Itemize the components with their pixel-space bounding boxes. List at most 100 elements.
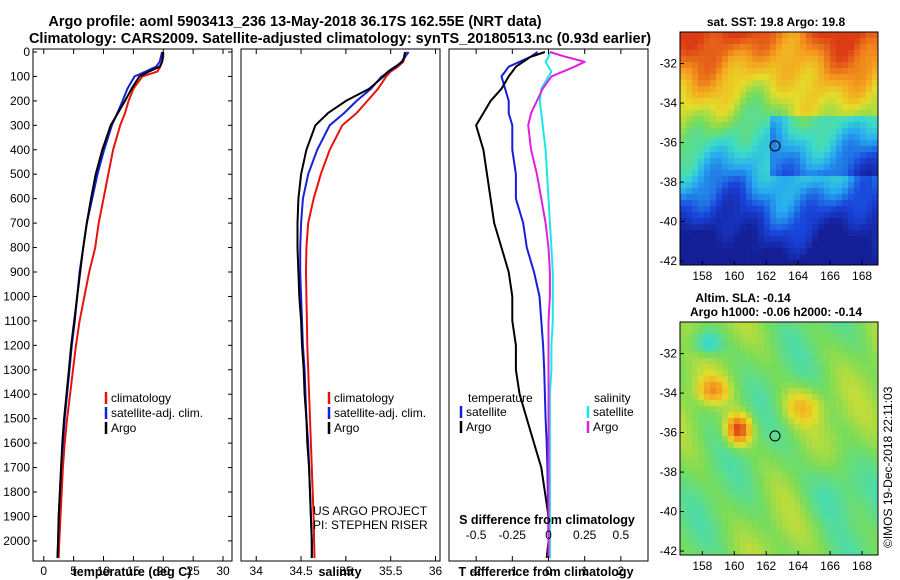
map-cell xyxy=(794,44,801,51)
sla-map-frame xyxy=(679,321,879,556)
map-cell xyxy=(800,418,807,425)
map-cell xyxy=(800,322,807,329)
map-cell xyxy=(752,68,759,75)
map-cell xyxy=(752,370,759,377)
map-cell xyxy=(866,152,873,159)
map-cell xyxy=(818,254,825,261)
map-cell xyxy=(710,260,717,265)
map-cell xyxy=(734,448,741,455)
map-cell xyxy=(752,254,759,261)
map-cell xyxy=(704,122,711,129)
map-cell xyxy=(686,176,693,183)
map-cell xyxy=(812,484,819,491)
map-cell xyxy=(812,86,819,93)
map-cell xyxy=(716,260,723,265)
map-cell xyxy=(722,44,729,51)
map-cell xyxy=(728,260,735,265)
map-cell xyxy=(680,460,687,467)
map-cell xyxy=(680,364,687,371)
map-cell xyxy=(722,104,729,111)
map-cell xyxy=(746,388,753,395)
map-cell xyxy=(854,436,861,443)
map-cell xyxy=(800,200,807,207)
map-cell xyxy=(848,382,855,389)
map-cell xyxy=(836,490,843,497)
map-cell xyxy=(734,484,741,491)
map-cell xyxy=(710,146,717,153)
map-cell xyxy=(758,260,765,265)
map-cell xyxy=(722,430,729,437)
difference-series-s-satellite xyxy=(538,51,554,558)
map-cell xyxy=(710,152,717,159)
map-cell xyxy=(710,388,717,395)
map-cell xyxy=(842,412,849,419)
map-cell xyxy=(722,346,729,353)
map-cell xyxy=(686,352,693,359)
map-cell xyxy=(698,164,705,171)
map-cell xyxy=(686,418,693,425)
map-cell xyxy=(746,478,753,485)
map-cell xyxy=(722,260,729,265)
map-cell xyxy=(734,212,741,219)
map-cell xyxy=(830,328,837,335)
map-cell xyxy=(872,490,878,497)
map-cell xyxy=(770,382,777,389)
map-cell xyxy=(818,230,825,237)
map-cell xyxy=(740,80,747,87)
map-cell xyxy=(836,98,843,105)
map-cell xyxy=(752,322,759,329)
map-cell xyxy=(758,514,765,521)
map-cell xyxy=(794,68,801,75)
map-cell xyxy=(740,212,747,219)
map-cell xyxy=(728,158,735,165)
map-cell xyxy=(764,242,771,249)
map-cell xyxy=(824,478,831,485)
map-cell xyxy=(782,484,789,491)
map-cell xyxy=(872,388,878,395)
map-cell xyxy=(764,236,771,243)
difference-xtick-label: 2 xyxy=(618,564,625,578)
map-cell xyxy=(788,128,795,135)
map-cell xyxy=(764,116,771,123)
map-cell xyxy=(728,128,735,135)
map-cell xyxy=(710,242,717,249)
map-cell xyxy=(710,550,717,555)
map-cell xyxy=(752,38,759,45)
map-cell xyxy=(686,532,693,539)
map-cell xyxy=(806,322,813,329)
map-cell xyxy=(794,478,801,485)
map-cell xyxy=(776,224,783,231)
map-cell xyxy=(716,104,723,111)
map-cell xyxy=(758,236,765,243)
map-cell xyxy=(860,98,867,105)
map-cell xyxy=(728,110,735,117)
map-cell xyxy=(704,248,711,255)
map-cell xyxy=(860,352,867,359)
map-cell xyxy=(764,418,771,425)
map-cell xyxy=(806,56,813,63)
lat-tick-label: -38 xyxy=(660,175,678,189)
map-cell xyxy=(812,200,819,207)
map-cell xyxy=(728,436,735,443)
map-cell xyxy=(848,152,855,159)
map-cell xyxy=(812,38,819,45)
map-cell xyxy=(698,334,705,341)
map-cell xyxy=(776,346,783,353)
map-cell xyxy=(842,424,849,431)
map-cell xyxy=(740,448,747,455)
map-cell xyxy=(740,478,747,485)
map-cell xyxy=(818,194,825,201)
map-cell xyxy=(866,50,873,57)
map-cell xyxy=(824,74,831,81)
map-cell xyxy=(872,544,878,551)
map-cell xyxy=(758,454,765,461)
map-cell xyxy=(782,544,789,551)
difference-xtick-label: -1 xyxy=(507,564,518,578)
map-cell xyxy=(734,388,741,395)
map-cell xyxy=(812,340,819,347)
map-cell xyxy=(686,502,693,509)
map-cell xyxy=(860,406,867,413)
map-cell xyxy=(872,538,878,545)
map-cell xyxy=(872,176,878,183)
map-cell xyxy=(770,376,777,383)
